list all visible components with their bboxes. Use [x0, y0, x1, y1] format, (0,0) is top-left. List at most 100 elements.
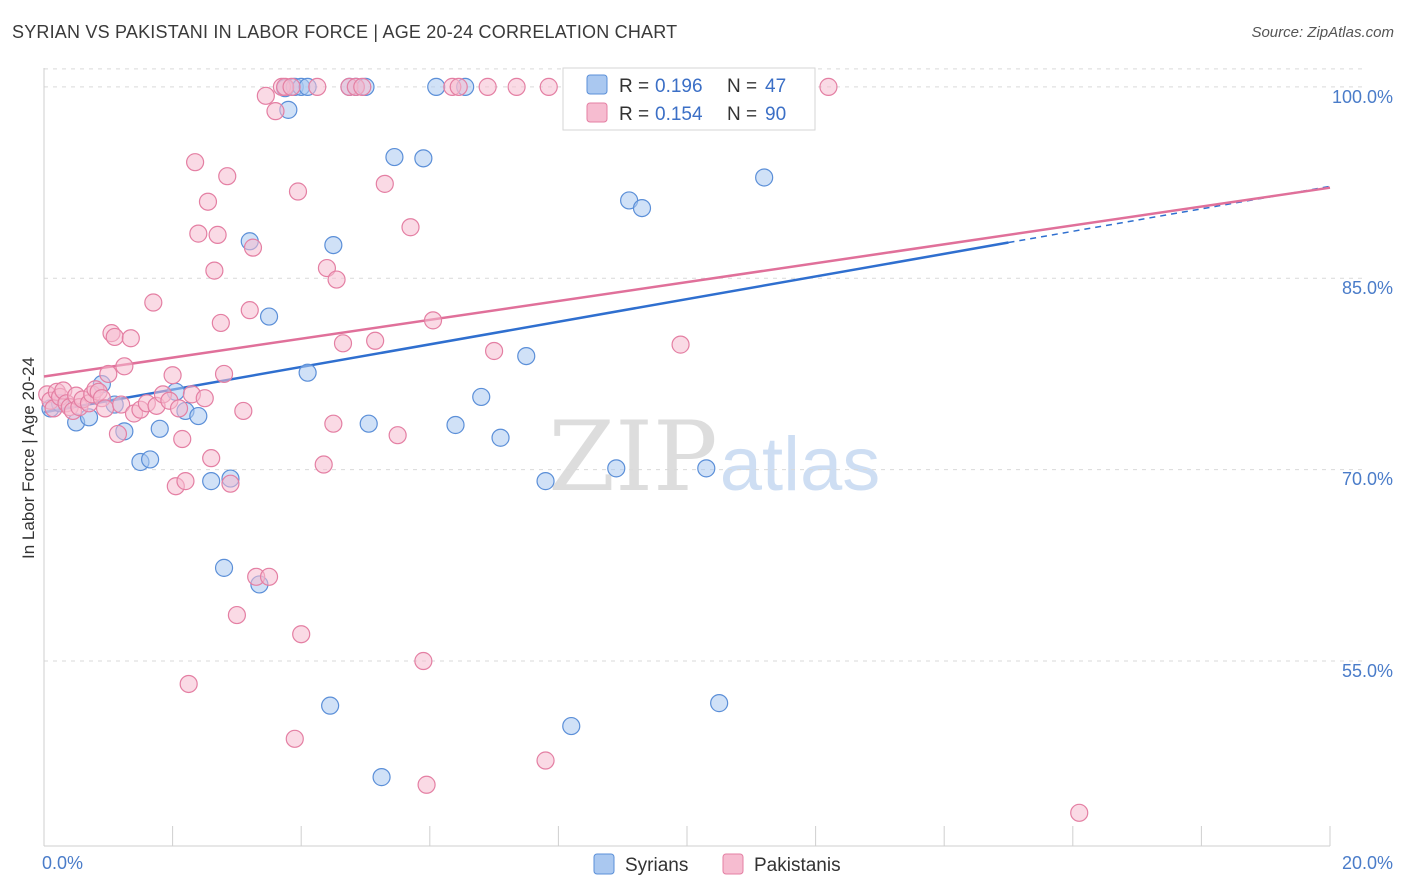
- point-pakistanis-69: [333, 334, 353, 353]
- point-pakistanis-40: [189, 224, 208, 243]
- axes: [43, 68, 1331, 847]
- point-pakistanis-77: [414, 651, 433, 671]
- point-pakistanis-83: [485, 341, 504, 361]
- point-pakistanis-72: [353, 77, 372, 96]
- source-label: Source: ZipAtlas.com: [1251, 24, 1394, 41]
- watermark-zip: ZIP: [548, 401, 717, 513]
- point-syrians-40: [536, 472, 555, 491]
- point-pakistanis-47: [214, 364, 234, 384]
- legend-swatch-pakistanis: [586, 102, 608, 123]
- point-pakistanis-79: [423, 311, 443, 330]
- point-pakistanis-78: [417, 775, 436, 794]
- point-pakistanis-46: [211, 313, 230, 333]
- point-pakistanis-39: [186, 153, 205, 172]
- y-tick-label-100: 100.0%: [1332, 87, 1393, 107]
- point-pakistanis-88: [671, 335, 690, 354]
- point-syrians-18: [259, 307, 279, 326]
- point-pakistanis-44: [205, 261, 224, 280]
- point-pakistanis-74: [375, 174, 394, 193]
- watermark: ZIP atlas: [548, 401, 880, 513]
- y-tick-label-55: 55.0%: [1342, 661, 1393, 681]
- point-pakistanis-36: [176, 472, 195, 491]
- bottom-legend-swatch-syrians: [593, 853, 615, 875]
- point-pakistanis-62: [288, 182, 308, 201]
- legend-n-value-pakistanis: 90: [765, 104, 786, 125]
- grid: [44, 68, 1366, 662]
- point-pakistanis-75: [388, 426, 407, 445]
- point-pakistanis-60: [282, 77, 301, 96]
- point-pakistanis-22: [112, 395, 131, 414]
- point-pakistanis-24: [121, 329, 140, 348]
- point-pakistanis-20: [105, 327, 124, 347]
- point-pakistanis-81: [449, 77, 468, 96]
- point-syrians-31: [372, 768, 391, 787]
- point-pakistanis-51: [234, 401, 253, 421]
- point-syrians-41: [562, 716, 581, 736]
- point-syrians-12: [189, 406, 208, 426]
- point-pakistanis-48: [218, 167, 237, 186]
- watermark-atlas: atlas: [720, 422, 881, 507]
- point-pakistanis-67: [324, 414, 343, 433]
- point-syrians-32: [385, 147, 404, 167]
- legend-r-value-pakistanis: 0.154: [655, 104, 703, 125]
- bottom-legend: Syrians Pakistanis: [593, 853, 841, 876]
- point-pakistanis-61: [285, 729, 304, 748]
- legend-r-label-pakistanis: R =: [619, 104, 654, 125]
- point-syrians-30: [359, 414, 378, 433]
- point-pakistanis-52: [240, 301, 259, 320]
- legend-r-value-syrians: 0.196: [655, 76, 703, 97]
- point-syrians-26: [321, 696, 340, 715]
- bottom-legend-swatch-pakistanis: [722, 853, 744, 875]
- bottom-legend-label-pakistanis: Pakistanis: [754, 855, 841, 876]
- point-syrians-47: [755, 168, 774, 187]
- point-pakistanis-21: [108, 424, 128, 444]
- point-syrians-34: [427, 77, 446, 96]
- legend-n-value-syrians: 47: [765, 76, 786, 97]
- point-syrians-35: [446, 415, 465, 435]
- point-syrians-33: [414, 149, 433, 168]
- point-syrians-39: [517, 346, 536, 366]
- point-pakistanis-53: [243, 238, 263, 257]
- point-pakistanis-43: [202, 449, 221, 468]
- point-pakistanis-73: [366, 331, 385, 350]
- point-pakistanis-18: [99, 364, 118, 384]
- trend-line-pakistanis: [43, 186, 1331, 378]
- point-pakistanis-86: [539, 77, 558, 96]
- bottom-legend-label-syrians: Syrians: [625, 855, 688, 876]
- point-pakistanis-68: [327, 270, 346, 289]
- data-points: [38, 77, 1089, 822]
- legend: R = 0.196 N = 47 R = 0.154 N = 90: [562, 67, 816, 131]
- point-pakistanis-32: [163, 366, 182, 385]
- trend-line-syrians: [43, 241, 1009, 414]
- point-pakistanis-82: [478, 77, 497, 96]
- point-syrians-9: [150, 419, 169, 438]
- x-tick-label-max: 20.0%: [1342, 853, 1393, 873]
- point-syrians-37: [472, 387, 491, 407]
- point-pakistanis-63: [292, 625, 311, 644]
- point-pakistanis-84: [507, 77, 526, 96]
- point-syrians-38: [491, 428, 510, 447]
- point-syrians-8: [140, 450, 160, 469]
- point-pakistanis-35: [173, 429, 192, 449]
- point-pakistanis-85: [536, 751, 555, 770]
- legend-swatch-syrians: [586, 74, 608, 95]
- x-tick-label-min: 0.0%: [42, 853, 83, 873]
- point-syrians-24: [298, 363, 317, 382]
- point-pakistanis-89: [819, 77, 838, 96]
- point-pakistanis-17: [95, 399, 115, 418]
- point-pakistanis-41: [195, 389, 214, 408]
- point-syrians-42: [607, 459, 626, 478]
- point-pakistanis-49: [221, 474, 240, 493]
- point-pakistanis-64: [308, 77, 327, 96]
- point-syrians-45: [697, 459, 716, 478]
- trend-lines: [43, 185, 1331, 414]
- point-pakistanis-42: [198, 192, 218, 211]
- point-pakistanis-65: [314, 455, 333, 474]
- y-tick-label-70: 70.0%: [1342, 469, 1393, 489]
- point-pakistanis-23: [115, 357, 134, 376]
- legend-r-label-syrians: R =: [619, 76, 654, 97]
- point-pakistanis-76: [401, 218, 420, 237]
- point-pakistanis-34: [169, 399, 189, 418]
- point-syrians-25: [324, 235, 343, 255]
